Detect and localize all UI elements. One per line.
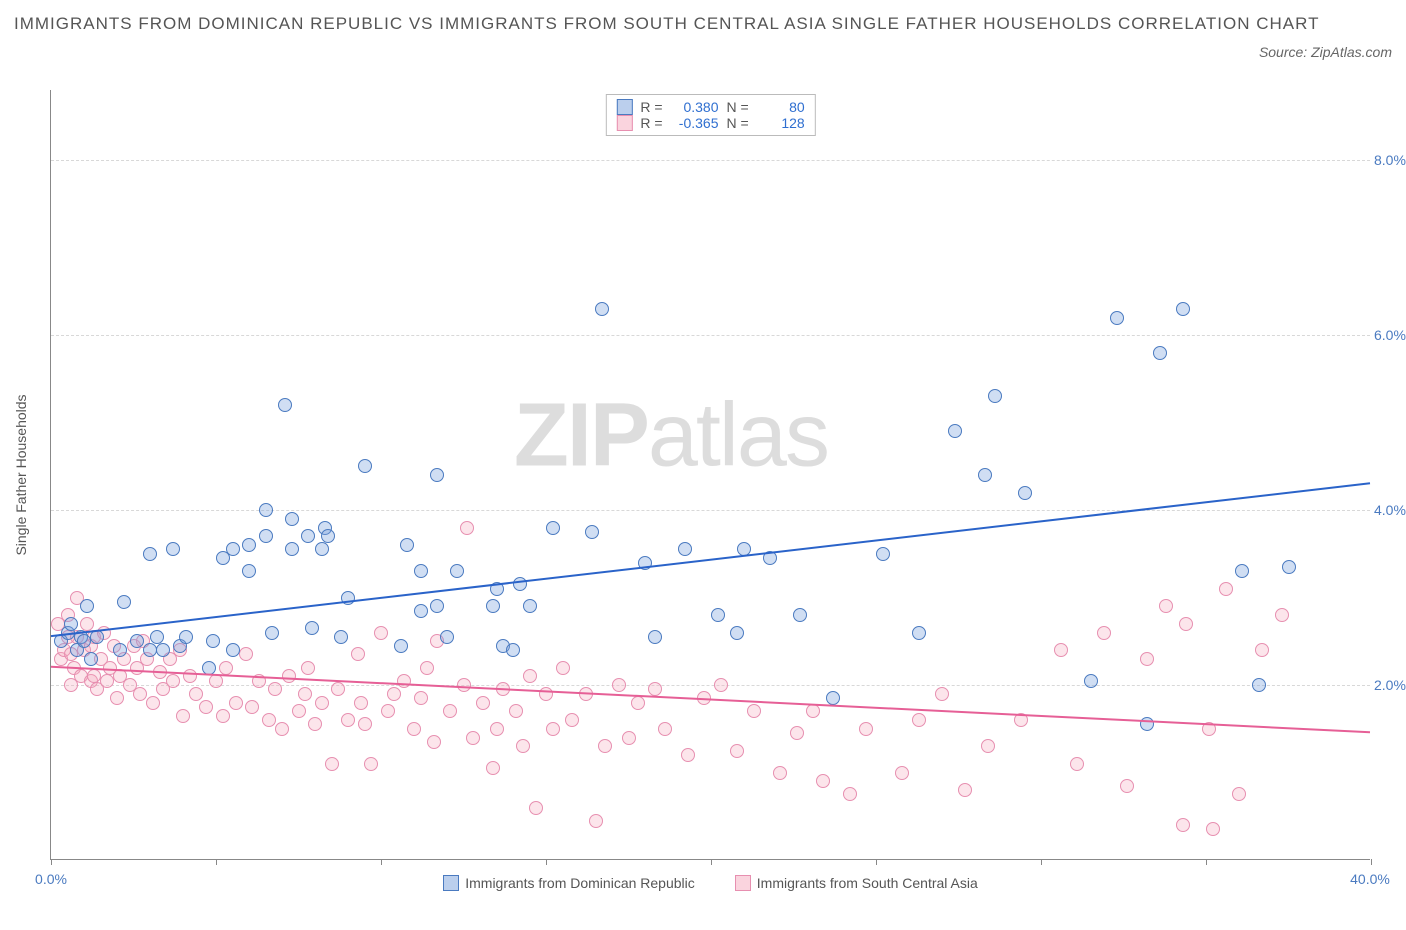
y-axis-label: Single Father Households (13, 394, 29, 555)
y-tick-label: 2.0% (1374, 677, 1406, 693)
x-tick (381, 859, 382, 865)
r-label: R = (640, 99, 662, 115)
y-tick-label: 6.0% (1374, 327, 1406, 343)
x-tick (51, 859, 52, 865)
x-tick (216, 859, 217, 865)
trend-line (51, 667, 1370, 733)
legend-swatch-pink (616, 115, 632, 131)
series-legend: Immigrants from Dominican Republic Immig… (51, 875, 1370, 891)
title-bar: IMMIGRANTS FROM DOMINICAN REPUBLIC VS IM… (14, 10, 1392, 39)
plot-area: Single Father Households ZIPatlas 2.0%4.… (50, 90, 1370, 860)
legend-swatch-blue (616, 99, 632, 115)
n-value-blue: 80 (757, 99, 805, 115)
chart-title: IMMIGRANTS FROM DOMINICAN REPUBLIC VS IM… (14, 10, 1392, 39)
r-value-blue: 0.380 (671, 99, 719, 115)
legend-row-pink: R = -0.365 N = 128 (616, 115, 804, 131)
n-label: N = (727, 99, 749, 115)
x-tick (711, 859, 712, 865)
r-value-pink: -0.365 (671, 115, 719, 131)
legend-item-blue: Immigrants from Dominican Republic (443, 875, 695, 891)
source-attribution: Source: ZipAtlas.com (1259, 44, 1392, 60)
legend-row-blue: R = 0.380 N = 80 (616, 99, 804, 115)
x-tick (876, 859, 877, 865)
r-label: R = (640, 115, 662, 131)
x-tick (1041, 859, 1042, 865)
legend-item-pink: Immigrants from South Central Asia (735, 875, 978, 891)
n-label: N = (727, 115, 749, 131)
legend-label-blue: Immigrants from Dominican Republic (465, 875, 695, 891)
x-tick (1206, 859, 1207, 865)
y-tick-label: 8.0% (1374, 152, 1406, 168)
correlation-legend: R = 0.380 N = 80 R = -0.365 N = 128 (605, 94, 815, 136)
chart-container: IMMIGRANTS FROM DOMINICAN REPUBLIC VS IM… (0, 0, 1406, 930)
legend-swatch-blue-icon (443, 875, 459, 891)
legend-label-pink: Immigrants from South Central Asia (757, 875, 978, 891)
x-tick (546, 859, 547, 865)
legend-swatch-pink-icon (735, 875, 751, 891)
y-tick-label: 4.0% (1374, 502, 1406, 518)
x-tick (1371, 859, 1372, 865)
n-value-pink: 128 (757, 115, 805, 131)
trend-lines (51, 90, 1370, 859)
trend-line (51, 483, 1370, 636)
